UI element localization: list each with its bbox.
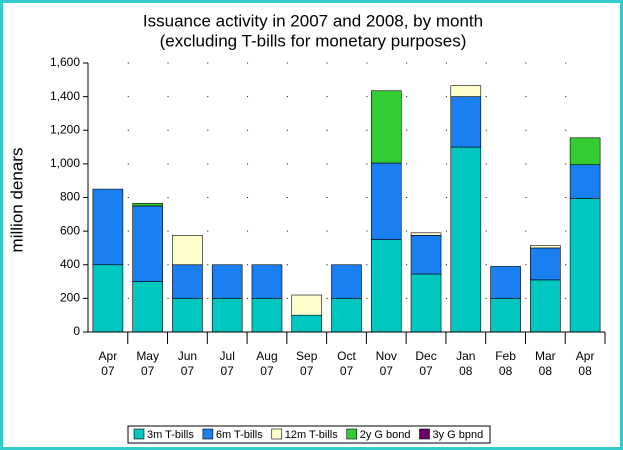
bar-segment xyxy=(410,232,442,236)
bar-segment xyxy=(172,298,203,333)
x-tick-label-line: Feb xyxy=(495,349,516,363)
bar-segment xyxy=(490,298,521,333)
bar-segment xyxy=(172,264,203,299)
bar-segment xyxy=(251,264,283,299)
y-tick-label: 1,000 xyxy=(50,156,80,170)
x-tick-label-line: 07 xyxy=(380,364,394,378)
y-tick-label: 0 xyxy=(73,324,80,338)
x-tick-label: Aug 07 xyxy=(256,349,277,378)
x-tick-label: Mar 08 xyxy=(535,349,556,378)
x-tick-label-line: Nov xyxy=(376,349,397,363)
y-tick-label: 1,400 xyxy=(50,89,80,103)
legend-label: 12m T-bills xyxy=(285,429,338,441)
legend-label: 2y G bond xyxy=(360,429,411,441)
x-tick-label-line: 07 xyxy=(260,364,274,378)
x-tick-label: Apr 07 xyxy=(99,349,118,378)
x-tick-label-line: 07 xyxy=(340,364,354,378)
x-tick-label: Apr 08 xyxy=(576,349,595,378)
x-tick-label-line: Jun xyxy=(178,349,197,363)
x-tick-label-line: May xyxy=(136,349,159,363)
x-tick-label-line: 08 xyxy=(459,364,473,378)
bar-segment xyxy=(172,235,203,266)
x-tick-label: Oct 07 xyxy=(337,349,356,378)
bar-segment xyxy=(530,247,561,281)
bar-segment xyxy=(92,264,124,333)
bar-segment xyxy=(410,235,442,275)
x-tick-label: Dec 07 xyxy=(415,349,436,378)
bar-segment xyxy=(211,264,243,299)
x-tick-label-line: 07 xyxy=(300,364,314,378)
legend-swatch xyxy=(346,428,358,440)
bar-segment xyxy=(331,264,362,299)
x-tick-label-line: 07 xyxy=(419,364,433,378)
legend-swatch xyxy=(202,428,214,440)
bar-segment xyxy=(251,298,283,333)
y-tick-label: 600 xyxy=(60,223,80,237)
bar-segment xyxy=(132,281,163,333)
x-tick-label-line: Dec xyxy=(415,349,436,363)
bar-segment xyxy=(569,164,601,199)
x-tick-label-line: 08 xyxy=(578,364,592,378)
x-tick-label: May 07 xyxy=(136,349,159,378)
y-tick-label: 400 xyxy=(60,257,80,271)
bar-segment xyxy=(211,298,243,333)
bar-segment xyxy=(569,198,601,333)
legend-swatch xyxy=(419,428,430,440)
x-tick-label-line: 07 xyxy=(141,364,155,378)
chart-title: Issuance activity in 2007 and 2008, by m… xyxy=(143,11,483,30)
x-tick-label-line: Mar xyxy=(535,349,556,363)
x-tick-label-line: Apr xyxy=(576,349,595,363)
bar-segment xyxy=(370,90,402,164)
x-tick-label: Jun 07 xyxy=(178,349,197,378)
chart-subtitle: (excluding T-bills for monetary purposes… xyxy=(160,31,467,50)
x-tick-label-line: Apr xyxy=(99,349,118,363)
bar-segment xyxy=(490,266,521,299)
x-tick-label-line: Oct xyxy=(337,349,356,363)
bar-segment xyxy=(291,294,323,316)
bar-segment xyxy=(530,245,561,249)
bar-segment xyxy=(132,203,163,207)
x-tick-label-line: 07 xyxy=(181,364,195,378)
bar-segment xyxy=(370,239,402,333)
y-axis-label: million denars xyxy=(7,148,26,253)
bar-segment xyxy=(569,137,601,166)
x-tick-label-line: Jul xyxy=(220,349,235,363)
y-tick-label: 1,200 xyxy=(50,122,80,136)
x-tick-label-line: Sep xyxy=(296,349,318,363)
bar-segment xyxy=(331,298,362,333)
bar-segment xyxy=(450,146,482,333)
legend-swatch xyxy=(133,428,145,440)
x-tick-label: Jan 08 xyxy=(456,349,475,378)
bar-segment xyxy=(291,314,323,333)
legend-swatch xyxy=(271,428,283,440)
x-tick-label-line: 07 xyxy=(101,364,115,378)
x-tick-label-line: Aug xyxy=(256,349,277,363)
x-tick-label-line: 08 xyxy=(539,364,553,378)
legend-label: 6m T-bills xyxy=(216,429,263,441)
x-tick-label: Sep 07 xyxy=(296,349,318,378)
bar-segment xyxy=(450,96,482,148)
bar-segment xyxy=(370,162,402,240)
x-tick-label: Jul 07 xyxy=(220,349,235,378)
y-tick-label: 200 xyxy=(60,291,80,305)
y-tick-label: 1,600 xyxy=(50,55,80,69)
x-tick-label-line: Jan xyxy=(456,349,475,363)
legend-label: 3m T-bills xyxy=(147,429,194,441)
legend-box xyxy=(127,425,491,444)
bar-segment xyxy=(450,85,482,97)
x-tick-label-line: 08 xyxy=(499,364,513,378)
bar-segment xyxy=(530,279,561,333)
bar-segment xyxy=(92,188,124,266)
x-tick-label-line: 07 xyxy=(221,364,235,378)
legend-label: 3y G bpnd xyxy=(433,429,484,441)
bar-segment xyxy=(132,205,163,282)
x-tick-label: Nov 07 xyxy=(376,349,397,378)
y-tick-label: 800 xyxy=(60,190,80,204)
bar-segment xyxy=(410,273,442,333)
x-tick-label: Feb 08 xyxy=(495,349,516,378)
